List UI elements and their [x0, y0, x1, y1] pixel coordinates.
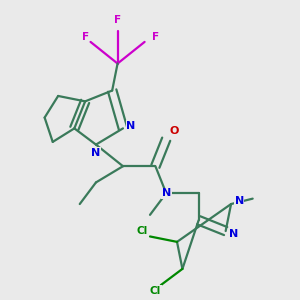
Text: F: F — [114, 15, 121, 25]
Text: N: N — [127, 121, 136, 131]
Text: N: N — [235, 196, 244, 206]
Text: F: F — [82, 32, 89, 41]
Text: N: N — [91, 148, 101, 158]
Text: N: N — [162, 188, 171, 198]
Text: O: O — [169, 126, 179, 136]
Text: F: F — [152, 32, 159, 41]
Text: Cl: Cl — [136, 226, 148, 236]
Text: Cl: Cl — [150, 286, 161, 296]
Text: N: N — [229, 229, 239, 239]
